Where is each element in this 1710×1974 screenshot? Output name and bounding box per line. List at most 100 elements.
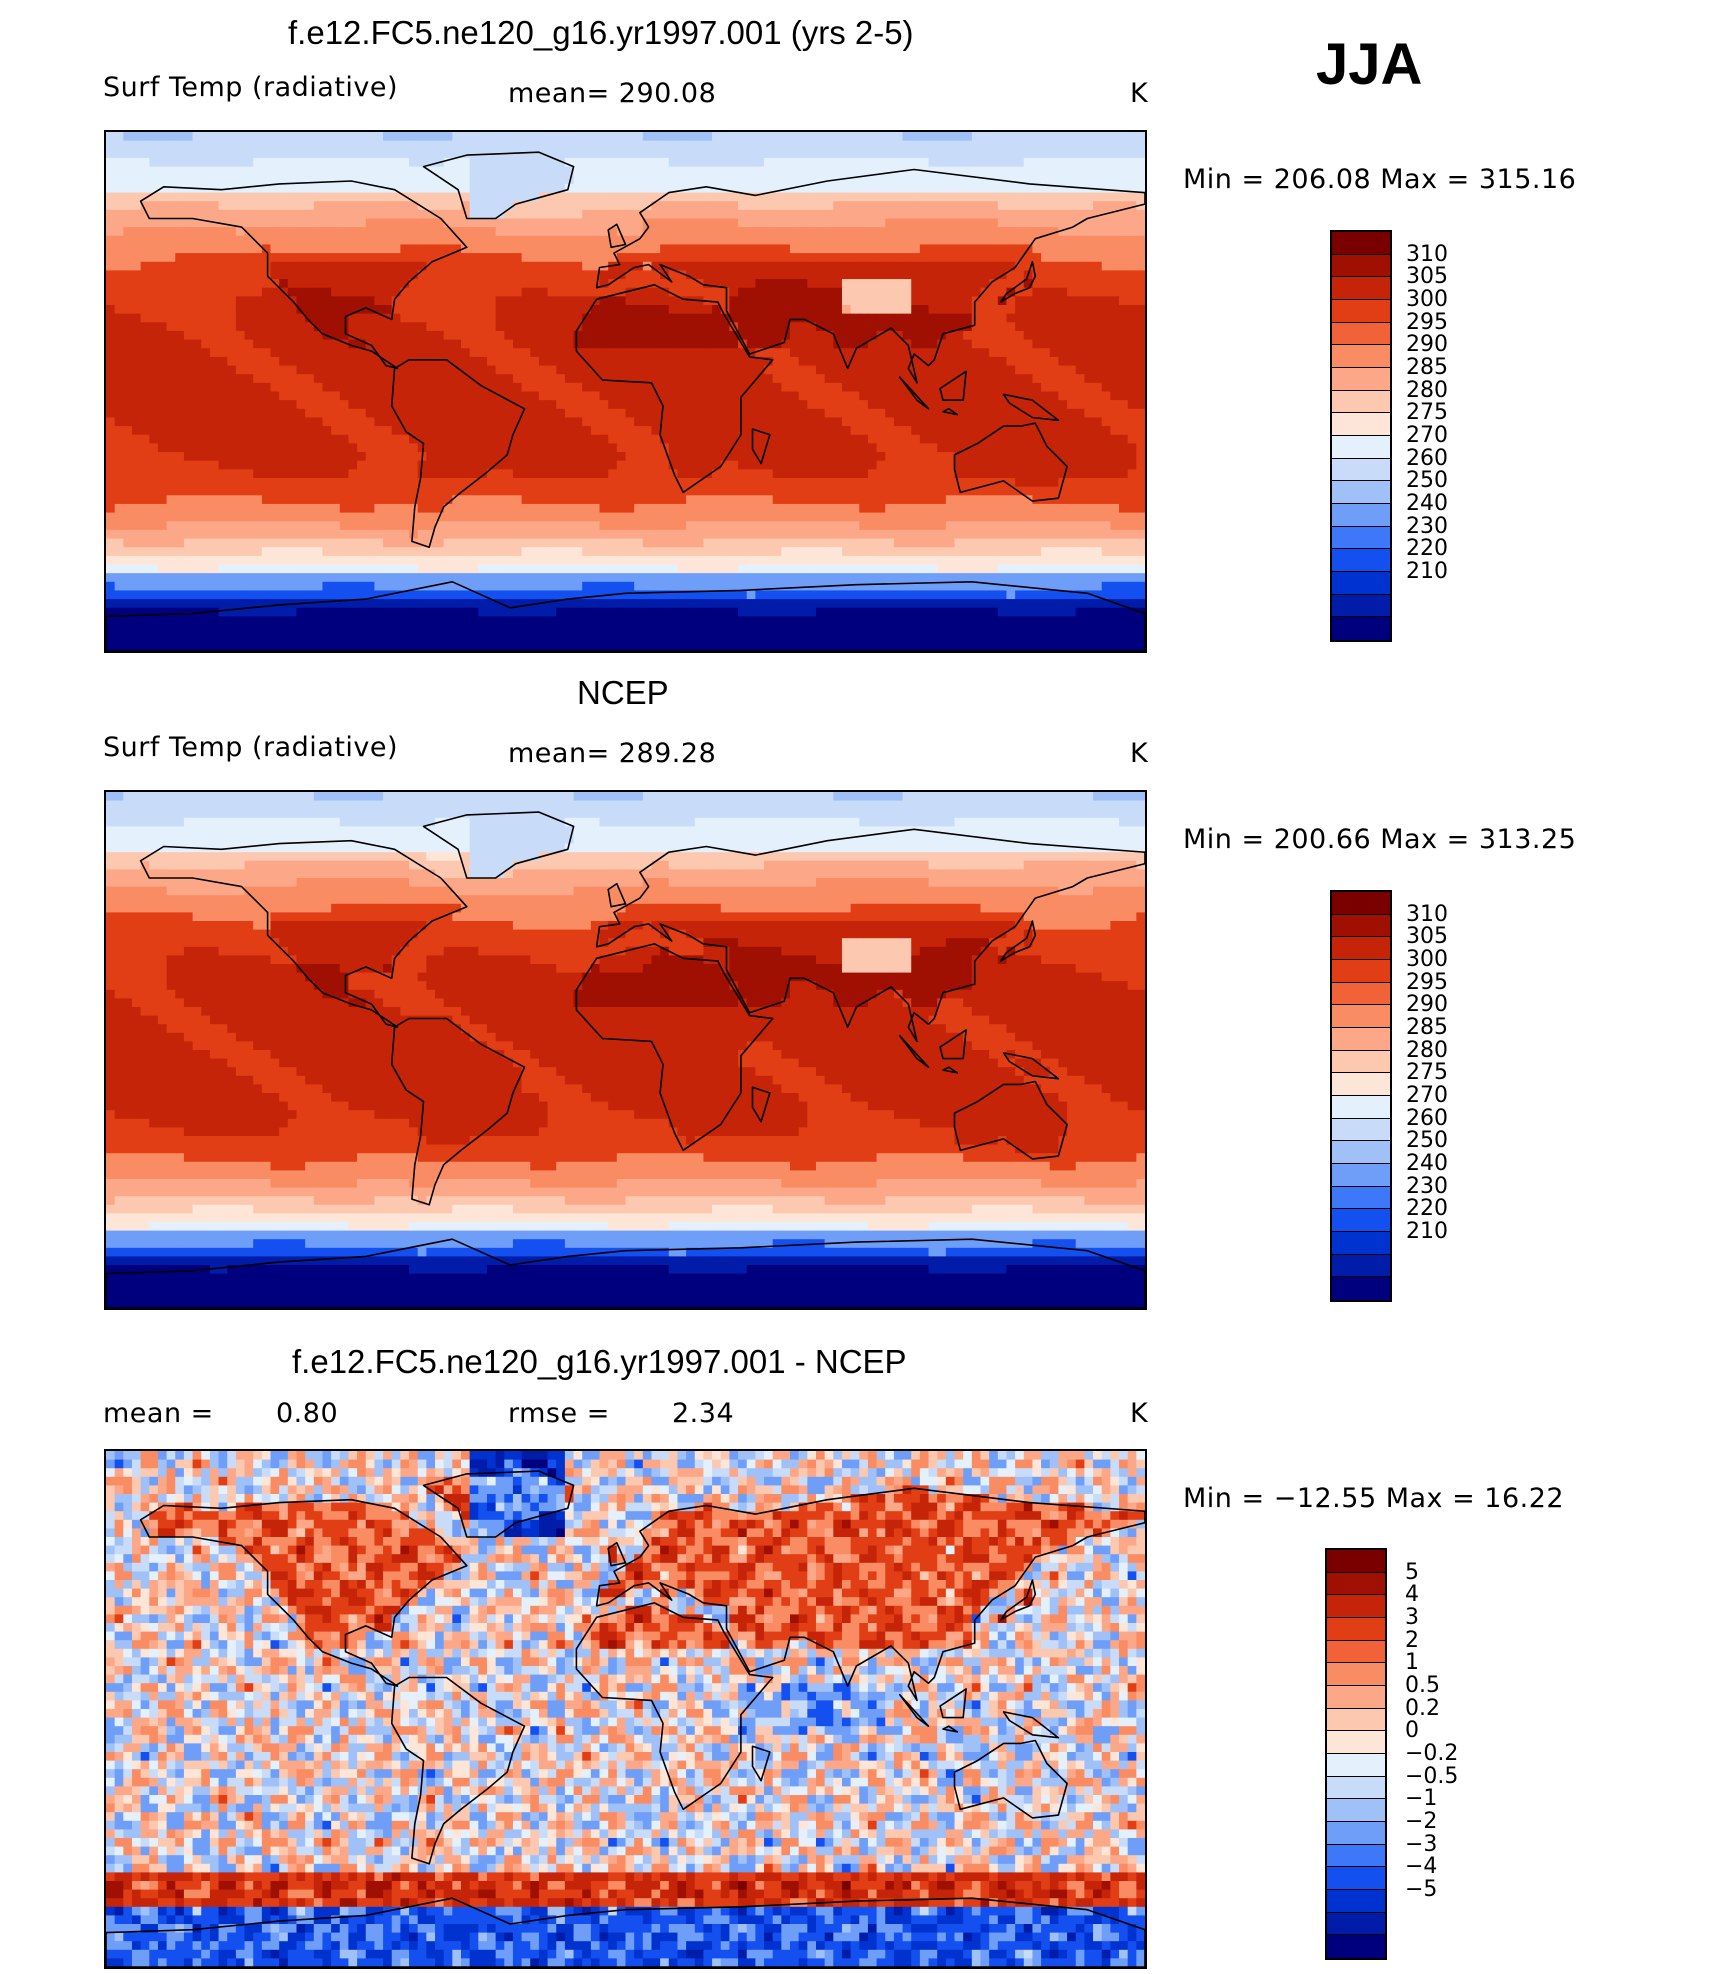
colorbar-segment <box>1327 1844 1385 1868</box>
coastline <box>939 370 967 402</box>
colorbar-tick-label: 4 <box>1405 1584 1419 1606</box>
coastline <box>607 1541 627 1567</box>
panel3-title: f.e12.FC5.ne120_g16.yr1997.001 - NCEP <box>292 1345 907 1378</box>
colorbar-tick-label: 275 <box>1406 402 1448 424</box>
panel2-map-field <box>106 792 1145 1308</box>
panel2-map <box>104 790 1147 1310</box>
panel1-title: f.e12.FC5.ne120_g16.yr1997.001 (yrs 2-5) <box>288 16 914 49</box>
colorbar-tick-label: 305 <box>1406 926 1448 948</box>
colorbar-tick-label: 2 <box>1405 1629 1419 1652</box>
colorbar-tick-label: 0.2 <box>1405 1697 1440 1720</box>
panel2-units: K <box>1130 740 1148 767</box>
colorbar-tick-label: 240 <box>1406 1153 1448 1175</box>
colorbar-segment <box>1332 526 1390 550</box>
coastline <box>953 1080 1068 1160</box>
panel2-variable-label: Surf Temp (radiative) <box>103 734 398 761</box>
colorbar-segment <box>1332 1073 1390 1096</box>
colorbar-tick-label: 220 <box>1406 538 1448 560</box>
colorbar-tick-label: 220 <box>1406 1198 1448 1220</box>
colorbar-segment <box>1332 549 1390 572</box>
panel1-colorbar <box>1330 230 1392 642</box>
colorbar-tick-label: −0.2 <box>1405 1743 1458 1765</box>
colorbar-segment <box>1327 1753 1385 1777</box>
colorbar-tick-label: 295 <box>1406 971 1448 994</box>
panel2-mean-label: mean= 289.28 <box>508 740 716 767</box>
colorbar-segment <box>1332 299 1390 323</box>
colorbar-segment <box>1332 617 1390 640</box>
colorbar-segment <box>1327 1776 1385 1800</box>
colorbar-tick-label: −5 <box>1405 1879 1437 1901</box>
colorbar-tick-label: 260 <box>1406 447 1448 470</box>
colorbar-tick-label: 310 <box>1406 903 1448 926</box>
colorbar-tick-label: 285 <box>1406 357 1448 379</box>
colorbar-tick-label: 270 <box>1406 1085 1448 1107</box>
coastline <box>942 1725 959 1733</box>
colorbar-segment <box>1332 503 1390 527</box>
coastline <box>898 376 930 410</box>
colorbar-segment <box>1332 1186 1390 1210</box>
panel2-title: NCEP <box>577 676 669 709</box>
panel3-mean-value: 0.80 <box>276 1400 338 1427</box>
colorbar-tick-label: 230 <box>1406 515 1448 538</box>
colorbar-segment <box>1327 1821 1385 1845</box>
coastline <box>106 580 1145 651</box>
colorbar-tick-label: 3 <box>1405 1607 1419 1629</box>
colorbar-segment <box>1327 1731 1385 1754</box>
coastline <box>575 943 774 1152</box>
coastline <box>607 882 627 908</box>
coastline <box>422 151 575 220</box>
panel1-mean-label: mean= 290.08 <box>508 80 716 107</box>
colorbar-segment <box>1332 892 1390 915</box>
colorbar-tick-label: 290 <box>1406 994 1448 1016</box>
colorbar-tick-label: 300 <box>1406 949 1448 971</box>
colorbar-tick-label: 280 <box>1406 1039 1448 1062</box>
coastline <box>595 828 1145 1043</box>
colorbar-segment <box>1332 982 1390 1006</box>
colorbar-tick-label: 5 <box>1405 1561 1419 1584</box>
coastline <box>942 1066 959 1074</box>
colorbar-tick-label: 300 <box>1406 289 1448 311</box>
colorbar-tick-label: 250 <box>1406 1130 1448 1152</box>
colorbar-segment <box>1327 1550 1385 1573</box>
colorbar-segment <box>1327 1640 1385 1664</box>
colorbar-tick-label: −0.5 <box>1405 1765 1458 1788</box>
coastline <box>939 1029 967 1060</box>
coastline <box>607 223 627 249</box>
colorbar-tick-label: 310 <box>1406 243 1448 266</box>
colorbar-segment <box>1332 959 1390 983</box>
coastline <box>898 1693 930 1728</box>
coastline <box>595 1487 1145 1702</box>
colorbar-segment <box>1332 1141 1390 1164</box>
colorbar-segment <box>1332 1005 1390 1028</box>
colorbar-segment <box>1332 345 1390 368</box>
colorbar-segment <box>1332 1254 1390 1278</box>
colorbar-segment <box>1332 1095 1390 1119</box>
colorbar-segment <box>1327 1572 1385 1596</box>
coastline <box>751 1086 771 1123</box>
colorbar-tick-label: −1 <box>1405 1788 1437 1810</box>
coastline <box>106 1897 1145 1967</box>
colorbar-segment <box>1332 390 1390 414</box>
panel1-map-field <box>106 132 1145 651</box>
panel1-units: K <box>1130 80 1148 107</box>
coastline <box>390 359 526 549</box>
coastline <box>953 1739 1068 1819</box>
colorbar-tick-label: 305 <box>1406 266 1448 288</box>
coastline <box>751 1745 771 1782</box>
colorbar-segment <box>1332 322 1390 346</box>
panel1-variable-label: Surf Temp (radiative) <box>103 74 398 101</box>
coastline <box>942 407 959 416</box>
panel3-colorbar <box>1325 1548 1387 1960</box>
colorbar-segment <box>1327 1935 1385 1958</box>
colorbar-segment <box>1332 1277 1390 1300</box>
panel3-map <box>104 1449 1147 1969</box>
panel3-rmse-value: 2.34 <box>672 1400 734 1427</box>
colorbar-segment <box>1327 1912 1385 1936</box>
colorbar-tick-label: −2 <box>1405 1811 1437 1833</box>
coastline <box>1002 393 1060 422</box>
colorbar-tick-label: 0 <box>1405 1720 1419 1742</box>
colorbar-tick-label: 1 <box>1405 1652 1419 1674</box>
coastline <box>139 1498 468 1687</box>
colorbar-tick-label: 285 <box>1406 1017 1448 1039</box>
